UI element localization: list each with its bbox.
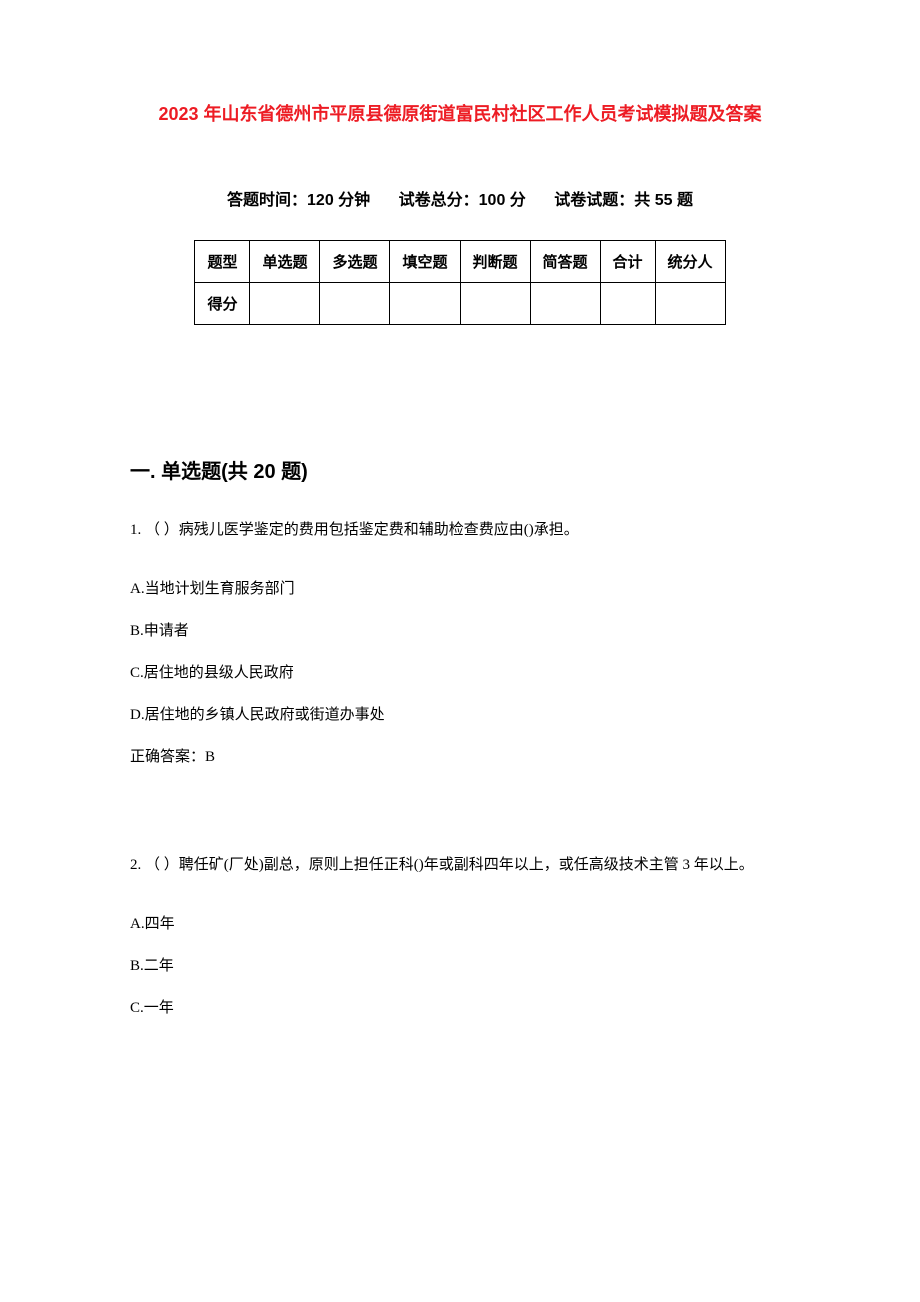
option: C.一年 <box>130 996 790 1020</box>
question-number: 2. <box>130 857 141 873</box>
table-header-cell: 多选题 <box>320 241 390 283</box>
table-row-label: 得分 <box>195 283 250 325</box>
question-number: 1. <box>130 522 141 538</box>
question-text: 1. （ ）病残儿医学鉴定的费用包括鉴定费和辅助检查费应由()承担。 <box>130 514 790 547</box>
option: A.当地计划生育服务部门 <box>130 577 790 601</box>
table-cell <box>460 283 530 325</box>
question-text: 2. （ ）聘任矿(厂处)副总，原则上担任正科()年或副科四年以上，或任高级技术… <box>130 849 790 882</box>
exam-info-bar: 答题时间：120 分钟 试卷总分：100 分 试卷试题：共 55 题 <box>130 186 790 210</box>
score-table: 题型 单选题 多选题 填空题 判断题 简答题 合计 统分人 得分 <box>194 240 725 325</box>
option: A.四年 <box>130 912 790 936</box>
option: C.居住地的县级人民政府 <box>130 661 790 685</box>
table-header-cell: 填空题 <box>390 241 460 283</box>
document-title: 2023 年山东省德州市平原县德原街道富民村社区工作人员考试模拟题及答案 <box>130 100 790 126</box>
exam-total-questions: 试卷试题：共 55 题 <box>554 192 693 209</box>
question-block: 1. （ ）病残儿医学鉴定的费用包括鉴定费和辅助检查费应由()承担。 A.当地计… <box>130 514 790 769</box>
table-cell <box>600 283 655 325</box>
table-cell <box>320 283 390 325</box>
table-cell <box>390 283 460 325</box>
exam-duration: 答题时间：120 分钟 <box>227 192 370 209</box>
table-header-cell: 单选题 <box>250 241 320 283</box>
table-header-cell: 题型 <box>195 241 250 283</box>
question-body: （ ）聘任矿(厂处)副总，原则上担任正科()年或副科四年以上，或任高级技术主管 … <box>145 857 754 873</box>
table-header-cell: 合计 <box>600 241 655 283</box>
table-header-cell: 简答题 <box>530 241 600 283</box>
option: D.居住地的乡镇人民政府或街道办事处 <box>130 703 790 727</box>
table-header-row: 题型 单选题 多选题 填空题 判断题 简答题 合计 统分人 <box>195 241 725 283</box>
question-body: （ ）病残儿医学鉴定的费用包括鉴定费和辅助检查费应由()承担。 <box>145 522 579 538</box>
table-cell <box>530 283 600 325</box>
option: B.二年 <box>130 954 790 978</box>
table-header-cell: 统分人 <box>655 241 725 283</box>
question-block: 2. （ ）聘任矿(厂处)副总，原则上担任正科()年或副科四年以上，或任高级技术… <box>130 849 790 1020</box>
answer: 正确答案：B <box>130 745 790 769</box>
table-cell <box>655 283 725 325</box>
option: B.申请者 <box>130 619 790 643</box>
table-score-row: 得分 <box>195 283 725 325</box>
exam-total-score: 试卷总分：100 分 <box>399 192 526 209</box>
table-header-cell: 判断题 <box>460 241 530 283</box>
section-heading: 一. 单选题(共 20 题) <box>130 455 790 484</box>
table-cell <box>250 283 320 325</box>
